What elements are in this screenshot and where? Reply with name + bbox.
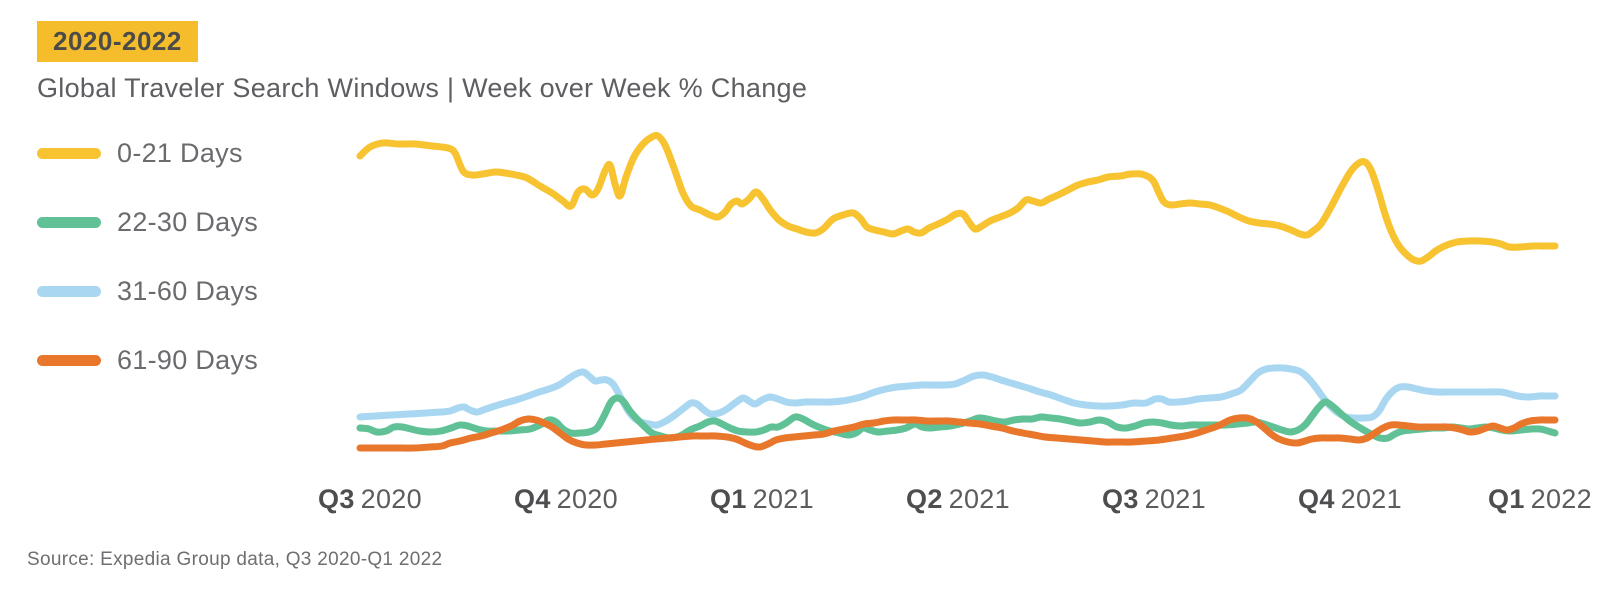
x-tick-label-q1-2022: Q1 2022 xyxy=(1488,484,1592,514)
legend-swatch-61-90-days xyxy=(37,354,101,366)
series-line-61-90-days xyxy=(356,414,1559,452)
legend-label: 22-30 Days xyxy=(117,206,259,237)
legend-swatch-0-21-days xyxy=(37,147,101,159)
period-badge: 2020-2022 xyxy=(37,21,198,62)
series-line-22-30-days xyxy=(356,394,1559,443)
x-tick-label-q2-2021: Q2 2021 xyxy=(906,484,1010,514)
legend-label: 0-21 Days xyxy=(117,137,243,168)
legend-item-61-90-days: 61-90 Days xyxy=(37,343,258,377)
source-note: Source: Expedia Group data, Q3 2020-Q1 2… xyxy=(27,549,443,570)
legend-item-22-30-days: 22-30 Days xyxy=(37,205,258,239)
x-tick-label-q3-2020: Q3 2020 xyxy=(318,484,422,514)
x-tick-label-q3-2021: Q3 2021 xyxy=(1102,484,1206,514)
x-tick-quarter: Q1 xyxy=(1488,484,1525,514)
chart-title: Global Traveler Search Windows | Week ov… xyxy=(37,73,808,103)
legend-swatch-31-60-days xyxy=(37,285,101,297)
legend-label: 61-90 Days xyxy=(117,344,259,375)
legend-label: 31-60 Days xyxy=(117,275,259,306)
legend-item-31-60-days: 31-60 Days xyxy=(37,274,258,308)
legend: 0-21 Days 22-30 Days 31-60 Days 61-90 Days xyxy=(37,136,258,377)
x-tick-quarter: Q4 xyxy=(1298,484,1335,514)
x-tick-quarter: Q4 xyxy=(514,484,551,514)
x-tick-label-q4-2020: Q4 2020 xyxy=(514,484,618,514)
x-tick-quarter: Q3 xyxy=(318,484,355,514)
x-tick-quarter: Q1 xyxy=(710,484,747,514)
legend-swatch-22-30-days xyxy=(37,216,101,228)
series-line-0-21-days xyxy=(356,131,1559,265)
legend-item-0-21-days: 0-21 Days xyxy=(37,136,258,170)
x-tick-label-q4-2021: Q4 2021 xyxy=(1298,484,1402,514)
series-line-31-60-days xyxy=(356,364,1559,429)
x-tick-quarter: Q3 xyxy=(1102,484,1139,514)
x-tick-quarter: Q2 xyxy=(906,484,943,514)
x-axis: Q3 2020 Q4 2020 Q1 2021 Q2 2021 Q3 2021 Q4 2021 Q1 20… xyxy=(0,484,1620,518)
x-tick-label-q1-2021: Q1 2021 xyxy=(710,484,814,514)
